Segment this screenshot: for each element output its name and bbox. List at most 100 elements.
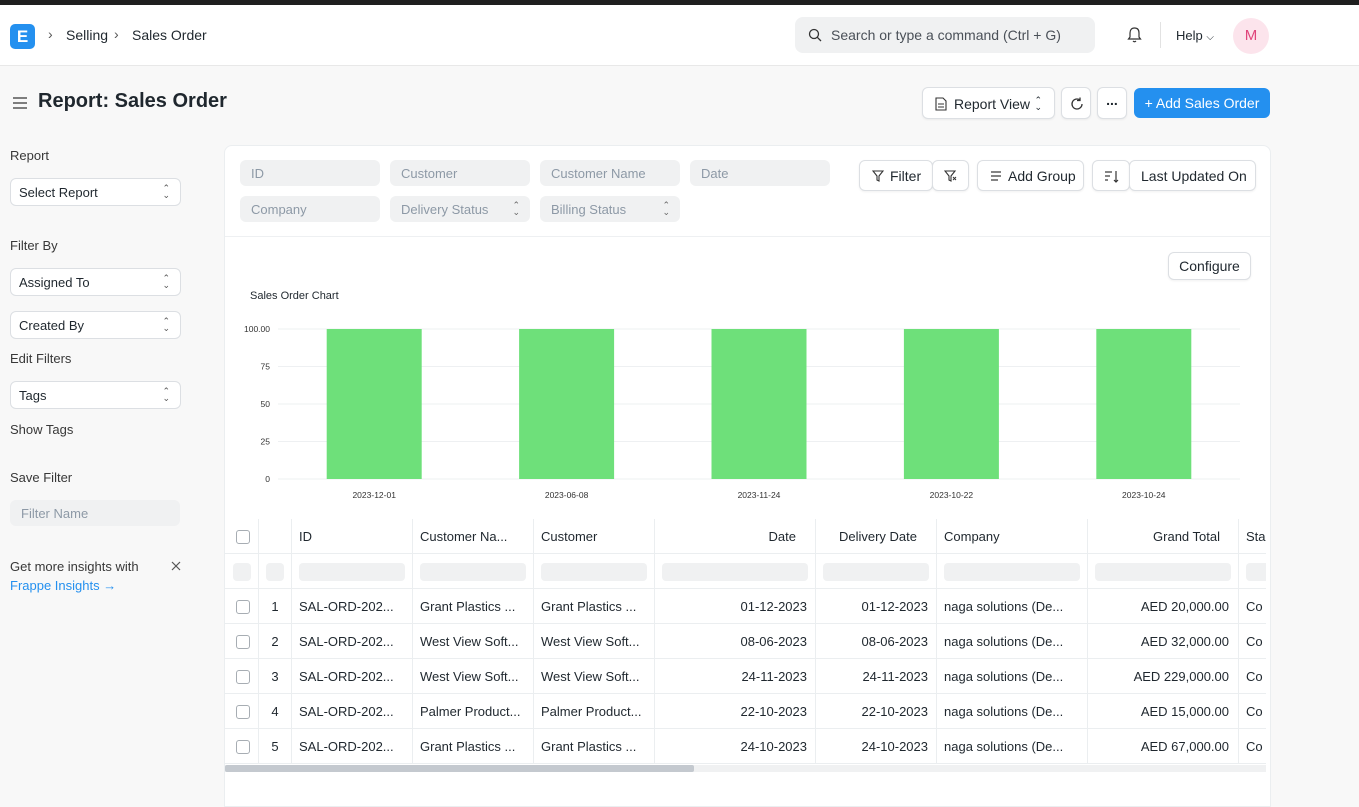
sidebar-save-filter-heading: Save Filter [10, 470, 73, 485]
select-caret-icon: ⌃ ⌄ [512, 200, 520, 217]
id-cell[interactable]: SAL-ORD-202... [292, 624, 413, 659]
report-view-select[interactable]: Report View ⌃ ⌄ [922, 87, 1055, 119]
close-icon[interactable] [171, 561, 181, 571]
filter-field-customer-name[interactable]: Customer Name [540, 160, 680, 186]
clear-filter-button[interactable] [932, 160, 969, 191]
avatar[interactable]: M [1233, 18, 1269, 54]
app-logo[interactable]: E [10, 24, 35, 49]
id-cell[interactable]: SAL-ORD-202... [292, 589, 413, 624]
filter-name-input[interactable]: Filter Name [10, 500, 180, 526]
grand-total-cell: AED 229,000.00 [1088, 659, 1239, 694]
created-by-label: Created By [19, 318, 85, 333]
column-header-date[interactable]: Date [655, 519, 816, 554]
row-number-cell: 5 [259, 729, 292, 764]
customer-cell: West View Soft... [534, 624, 655, 659]
add-group-button[interactable]: Add Group [977, 160, 1084, 191]
show-tags-link[interactable]: Show Tags [10, 422, 74, 437]
filter-field-date[interactable]: Date [690, 160, 830, 186]
column-header-customer[interactable]: Customer [534, 519, 655, 554]
search-input[interactable]: Search or type a command (Ctrl + G) [795, 17, 1095, 53]
sidebar-filter-by-heading: Filter By [10, 238, 58, 253]
column-filter-input[interactable] [1095, 563, 1231, 581]
sort-by-label: Last Updated On [1141, 168, 1247, 184]
row-checkbox[interactable] [236, 740, 250, 754]
row-number-cell: 4 [259, 694, 292, 729]
chart-title: Sales Order Chart [250, 290, 339, 302]
table-row[interactable]: 5 SAL-ORD-202... Grant Plastics ... Grant P… [225, 729, 1266, 764]
filter-field-customer[interactable]: Customer [390, 160, 530, 186]
status-cell: Co [1239, 589, 1266, 624]
company-cell: naga solutions (De... [937, 729, 1088, 764]
filter-field-billing-status[interactable]: Billing Status ⌃ ⌄ [540, 196, 680, 222]
date-cell: 24-10-2023 [655, 729, 816, 764]
filter-field-delivery-status[interactable]: Delivery Status ⌃ ⌄ [390, 196, 530, 222]
column-filter-input[interactable] [541, 563, 647, 581]
select-report-dropdown[interactable]: Select Report ⌃ ⌄ [10, 178, 181, 206]
column-filter-input[interactable] [233, 563, 251, 581]
table-filter-row [225, 554, 1266, 589]
table-header-row: ID Customer Na... Customer Date Delivery… [225, 519, 1266, 554]
help-menu[interactable]: Help ⌵ [1176, 28, 1214, 43]
column-header-company[interactable]: Company [937, 519, 1088, 554]
sort-by-button[interactable]: Last Updated On [1129, 160, 1256, 191]
row-checkbox[interactable] [236, 705, 250, 719]
table-row[interactable]: 1 SAL-ORD-202... Grant Plastics ... Grant P… [225, 589, 1266, 624]
bell-icon[interactable] [1126, 26, 1143, 44]
created-by-dropdown[interactable]: Created By ⌃ ⌄ [10, 311, 181, 339]
company-cell: naga solutions (De... [937, 624, 1088, 659]
customer-cell: Grant Plastics ... [534, 729, 655, 764]
column-header-customer-name[interactable]: Customer Na... [413, 519, 534, 554]
delivery-date-cell: 08-06-2023 [816, 624, 937, 659]
column-filter-input[interactable] [662, 563, 808, 581]
configure-button[interactable]: Configure [1168, 252, 1251, 280]
row-select-cell [225, 624, 259, 659]
column-filter-input[interactable] [266, 563, 284, 581]
sidebar-toggle-icon[interactable] [12, 96, 28, 110]
chevron-right-icon: › [48, 26, 53, 42]
row-checkbox[interactable] [236, 600, 250, 614]
navbar: E › Selling › Sales Order Search or type… [0, 5, 1359, 66]
customer-name-cell: West View Soft... [413, 624, 534, 659]
filter-label: Filter [890, 168, 922, 184]
column-header-grand-total[interactable]: Grand Total [1088, 519, 1239, 554]
filter-button[interactable]: Filter [859, 160, 933, 191]
add-sales-order-button[interactable]: + Add Sales Order [1134, 88, 1270, 118]
column-filter-input[interactable] [420, 563, 526, 581]
breadcrumb-sales-order[interactable]: Sales Order [132, 27, 207, 43]
breadcrumb-selling[interactable]: Selling [66, 27, 109, 43]
select-all-checkbox[interactable] [236, 530, 250, 544]
more-actions-button[interactable]: ... [1097, 87, 1127, 119]
sort-order-button[interactable] [1092, 160, 1130, 191]
row-checkbox[interactable] [236, 635, 250, 649]
table-row[interactable]: 2 SAL-ORD-202... West View Soft... West Vie… [225, 624, 1266, 659]
filter-field-id[interactable]: ID [240, 160, 380, 186]
row-select-cell [225, 694, 259, 729]
row-checkbox[interactable] [236, 670, 250, 684]
column-filter-input[interactable] [1246, 563, 1266, 581]
edit-filters-link[interactable]: Edit Filters [10, 351, 72, 366]
add-group-label: Add Group [1008, 168, 1076, 184]
column-filter-input[interactable] [944, 563, 1080, 581]
column-header-delivery-date[interactable]: Delivery Date [816, 519, 937, 554]
column-header-id[interactable]: ID [292, 519, 413, 554]
id-cell[interactable]: SAL-ORD-202... [292, 694, 413, 729]
scrollbar-thumb[interactable] [225, 765, 694, 772]
filter-cell [816, 554, 937, 589]
tags-dropdown[interactable]: Tags ⌃ ⌄ [10, 381, 181, 409]
assigned-to-dropdown[interactable]: Assigned To ⌃ ⌄ [10, 268, 181, 296]
company-cell: naga solutions (De... [937, 659, 1088, 694]
help-label: Help [1176, 28, 1203, 43]
filter-field-company[interactable]: Company [240, 196, 380, 222]
id-cell[interactable]: SAL-ORD-202... [292, 659, 413, 694]
select-caret-icon: ⌃ ⌄ [162, 273, 170, 290]
horizontal-scrollbar[interactable] [225, 765, 1266, 772]
id-cell[interactable]: SAL-ORD-202... [292, 729, 413, 764]
table-row[interactable]: 3 SAL-ORD-202... West View Soft... West Vie… [225, 659, 1266, 694]
column-filter-input[interactable] [823, 563, 929, 581]
filter-clear-icon [944, 170, 957, 182]
table-row[interactable]: 4 SAL-ORD-202... Palmer Product... Palmer P… [225, 694, 1266, 729]
column-filter-input[interactable] [299, 563, 405, 581]
column-header-status[interactable]: Sta [1239, 519, 1266, 554]
frappe-insights-link[interactable]: Frappe Insights → [10, 578, 117, 593]
refresh-button[interactable] [1061, 87, 1091, 119]
